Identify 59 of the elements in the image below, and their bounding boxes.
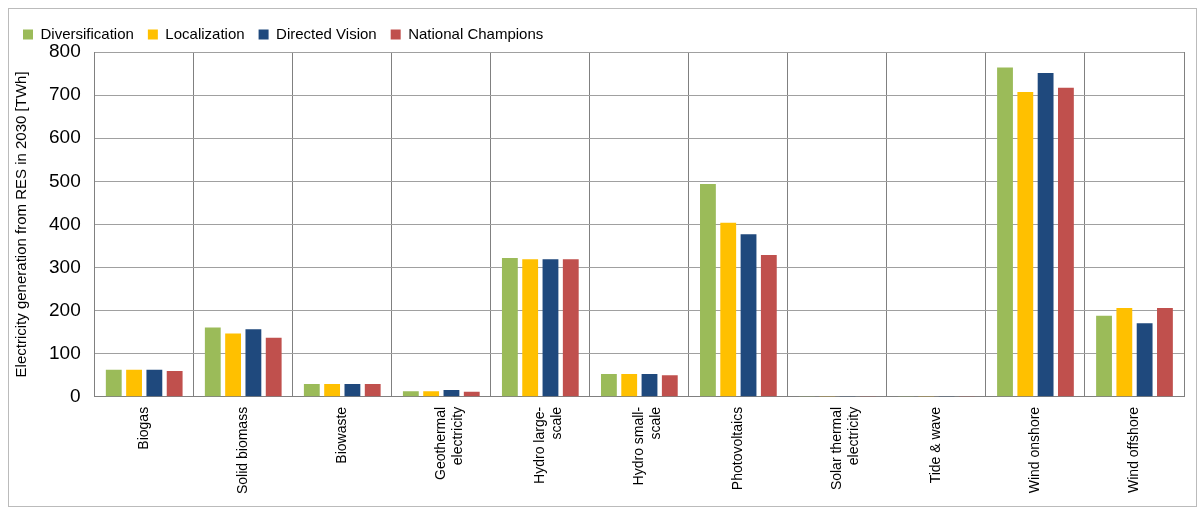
y-tick-label: 0 (70, 385, 81, 407)
x-tick-label: Biogas (135, 406, 152, 450)
bar (600, 374, 617, 397)
bar (1136, 323, 1153, 397)
y-tick-label: 700 (49, 83, 81, 105)
y-tick-label: 100 (49, 341, 81, 363)
y-tick-label: 800 (49, 40, 81, 62)
x-tick-label: Tide & wave (927, 406, 944, 484)
bar (720, 222, 737, 397)
bar (265, 337, 282, 397)
bar (344, 383, 361, 397)
bar (126, 369, 142, 397)
bar (1057, 87, 1074, 397)
bar (1116, 308, 1133, 397)
bar (146, 369, 163, 397)
bar (661, 375, 678, 397)
bar (402, 391, 419, 397)
bar (364, 383, 381, 397)
bar (641, 374, 658, 397)
legend-label: National Champions (408, 24, 544, 42)
x-tick-label: Biowaste (333, 406, 350, 464)
y-tick-label: 300 (49, 255, 81, 277)
bar (1096, 315, 1112, 397)
legend-label: Localization (165, 24, 245, 42)
bar (324, 383, 341, 397)
bar (562, 259, 579, 397)
y-tick-label: 400 (49, 212, 81, 234)
bar (740, 234, 757, 397)
bar (105, 369, 122, 397)
bar (997, 67, 1013, 397)
y-tick-label: 600 (49, 126, 81, 148)
bar (1157, 308, 1173, 397)
x-tick-label: Geothermal electricity (432, 406, 465, 480)
legend-label: Diversification (40, 24, 134, 42)
x-tick-label: Wind onshore (1026, 406, 1043, 494)
y-tick-label: 500 (49, 169, 81, 191)
y-tick-label: 200 (49, 298, 81, 320)
bar (700, 183, 716, 397)
x-tick-label: Solid biomass (234, 406, 251, 494)
bar (1017, 92, 1034, 397)
x-tick-label: Hydro large-scale (531, 406, 564, 484)
bar (501, 258, 518, 397)
bar (225, 333, 242, 397)
bar (522, 259, 539, 397)
bar (423, 391, 440, 397)
x-tick-label: Solar thermal electricity (828, 406, 862, 491)
bar (245, 329, 262, 397)
bar (303, 383, 320, 397)
bar (760, 255, 777, 397)
bar (166, 370, 183, 397)
bar (204, 327, 221, 397)
x-tick-label: Wind offshore (1125, 406, 1142, 493)
y-axis-title: Electricity generation from RES in 2030 [TWh] (12, 71, 30, 378)
x-tick-label: Photovoltaics (729, 406, 746, 491)
bar (1037, 73, 1054, 397)
legend-label: Directed Vision (276, 24, 377, 42)
bar (621, 374, 638, 397)
bar (542, 259, 559, 397)
x-tick-label: Hydro small-scale (630, 406, 664, 486)
